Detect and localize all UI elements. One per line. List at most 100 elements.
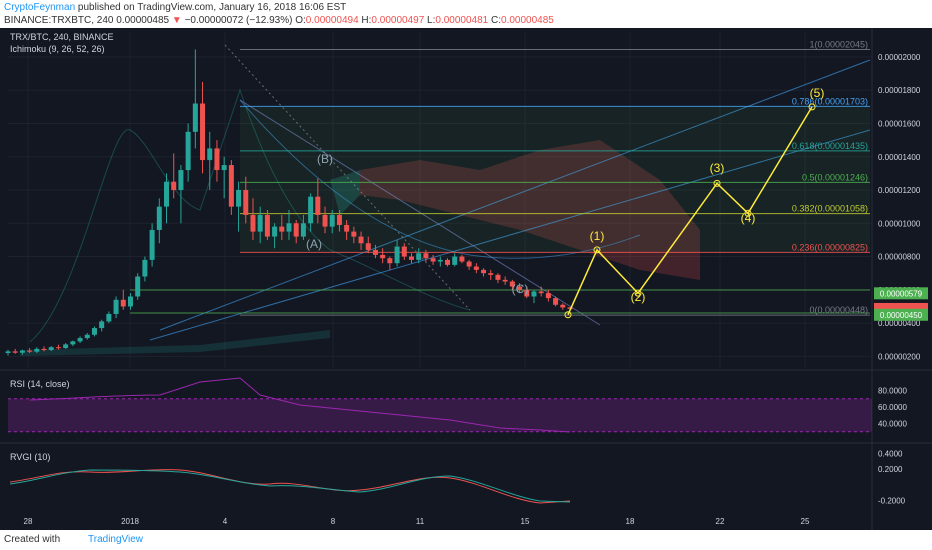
rsi-tick-label: 60.0000: [878, 403, 907, 412]
y-tick-label: 0.00001600: [878, 119, 921, 128]
candle-body: [250, 214, 256, 232]
candle-body: [286, 223, 292, 232]
candle-body: [495, 274, 501, 280]
x-tick-label: 18: [626, 517, 635, 526]
close-label: C:: [491, 15, 502, 26]
candle-body: [236, 190, 242, 207]
x-tick-label: 15: [521, 517, 530, 526]
candle-body: [149, 229, 155, 260]
wave-label: (2): [631, 290, 646, 304]
candle-body: [365, 243, 371, 250]
trendline: [149, 129, 871, 341]
price-change: −0.00000072 (−12.93%): [184, 15, 293, 26]
fib-level-label: 0.382(0.00001058): [792, 204, 868, 214]
candle-body: [84, 334, 90, 339]
candle-body: [243, 190, 249, 215]
wave-label: (3): [710, 161, 725, 175]
candle-body: [127, 296, 133, 307]
wave-point: [744, 209, 752, 217]
candle-body: [106, 313, 112, 322]
rvgi-pane: 0.4000 0.2000 -0.2000: [9, 449, 906, 505]
trend-drawings: [130, 44, 871, 341]
candle-body: [70, 341, 76, 345]
candle-body: [200, 103, 206, 161]
wave-point: [593, 246, 601, 254]
created-with-text: Created with: [4, 534, 61, 545]
rvgi-legend[interactable]: RVGI (10): [10, 452, 51, 462]
candle-body: [272, 226, 278, 237]
candle-body: [445, 259, 451, 265]
candle-body: [63, 344, 69, 349]
symbol-line: BINANCE:TRXBTC, 240 0.00000485 ▼ −0.0000…: [4, 15, 554, 26]
candle-body: [380, 254, 386, 259]
candle-body: [120, 299, 126, 307]
close-value: 0.00000485: [501, 15, 554, 26]
candle-body: [91, 328, 97, 335]
wave-point: [808, 103, 816, 111]
chart-canvas[interactable]: 1(0.00002045) 0.786(0.00001703) 0.618(0.00…: [0, 28, 932, 530]
wave-point: [634, 289, 642, 297]
candle-body: [135, 276, 141, 297]
candle-body: [228, 165, 234, 207]
trendline: [159, 59, 871, 331]
price-tag: [874, 308, 928, 321]
x-tick-label: 2018: [121, 517, 139, 526]
candle-body: [344, 224, 350, 232]
candle-body: [408, 256, 414, 260]
candle-body: [329, 214, 335, 227]
x-tick-label: 25: [801, 517, 810, 526]
candle-body: [142, 259, 148, 277]
candle-body: [567, 307, 573, 309]
wave-point: [564, 311, 572, 319]
wave-label: (C): [512, 282, 529, 296]
candle-body: [430, 258, 436, 262]
candle-body: [156, 206, 162, 230]
candle-body: [358, 236, 364, 244]
candle-body: [264, 214, 270, 237]
wave-labels: (B) (A) (C) (1) (2) (3) (4) (5): [306, 86, 824, 304]
candle-body: [509, 281, 515, 287]
candle-body: [322, 214, 328, 227]
candle-body: [178, 170, 184, 191]
x-tick-label: 11: [416, 517, 425, 526]
open-value: 0.00000494: [305, 15, 359, 26]
candle-body: [171, 181, 177, 191]
candle-body: [19, 350, 25, 353]
rsi-band: [8, 398, 872, 432]
rsi-tick-label: 80.0000: [878, 387, 907, 396]
rsi-legend[interactable]: RSI (14, close): [10, 379, 70, 389]
candle-body: [394, 246, 400, 264]
ichimoku-legend[interactable]: Ichimoku (9, 26, 52, 26): [10, 44, 105, 54]
candle-body: [34, 348, 40, 352]
candle-body: [459, 256, 465, 262]
candle-body: [452, 256, 458, 265]
y-tick-label: 0.00002000: [878, 53, 921, 62]
price-tag: [874, 287, 928, 300]
candle-body: [113, 299, 119, 314]
publish-header: CryptoFeynman published on TradingView.c…: [0, 0, 932, 28]
candle-body: [553, 298, 559, 305]
fib-level-label: 0.236(0.00000825): [792, 242, 868, 252]
trendline: [224, 44, 471, 311]
trendline: [239, 99, 601, 326]
candle-body: [279, 226, 285, 232]
candle-body: [336, 214, 342, 225]
tradingview-logo[interactable]: TradingView: [88, 534, 144, 545]
symbol-text: BINANCE:TRXBTC, 240: [4, 15, 114, 26]
author-link[interactable]: CryptoFeynman: [4, 2, 76, 13]
candle-body: [207, 148, 213, 161]
low-label: L:: [427, 15, 436, 26]
low-value: 0.00000481: [435, 15, 489, 26]
chikou-span: [29, 88, 471, 343]
time-axis: 28 2018 4 8 11 15 18 22 25: [24, 517, 810, 526]
rvgi-tick-label: 0.4000: [878, 449, 903, 458]
wave-projection: [564, 103, 816, 319]
fib-retracement: 1(0.00002045) 0.786(0.00001703) 0.618(0.00…: [240, 39, 870, 316]
y-tick-label: 0.00001000: [878, 219, 921, 228]
candle-body: [55, 347, 61, 349]
wave-label: (1): [590, 229, 605, 243]
candle-body: [293, 223, 299, 237]
fib-level-label: 0(0.00000448): [809, 305, 868, 315]
x-tick-label: 28: [24, 517, 33, 526]
candle-body: [164, 181, 170, 207]
